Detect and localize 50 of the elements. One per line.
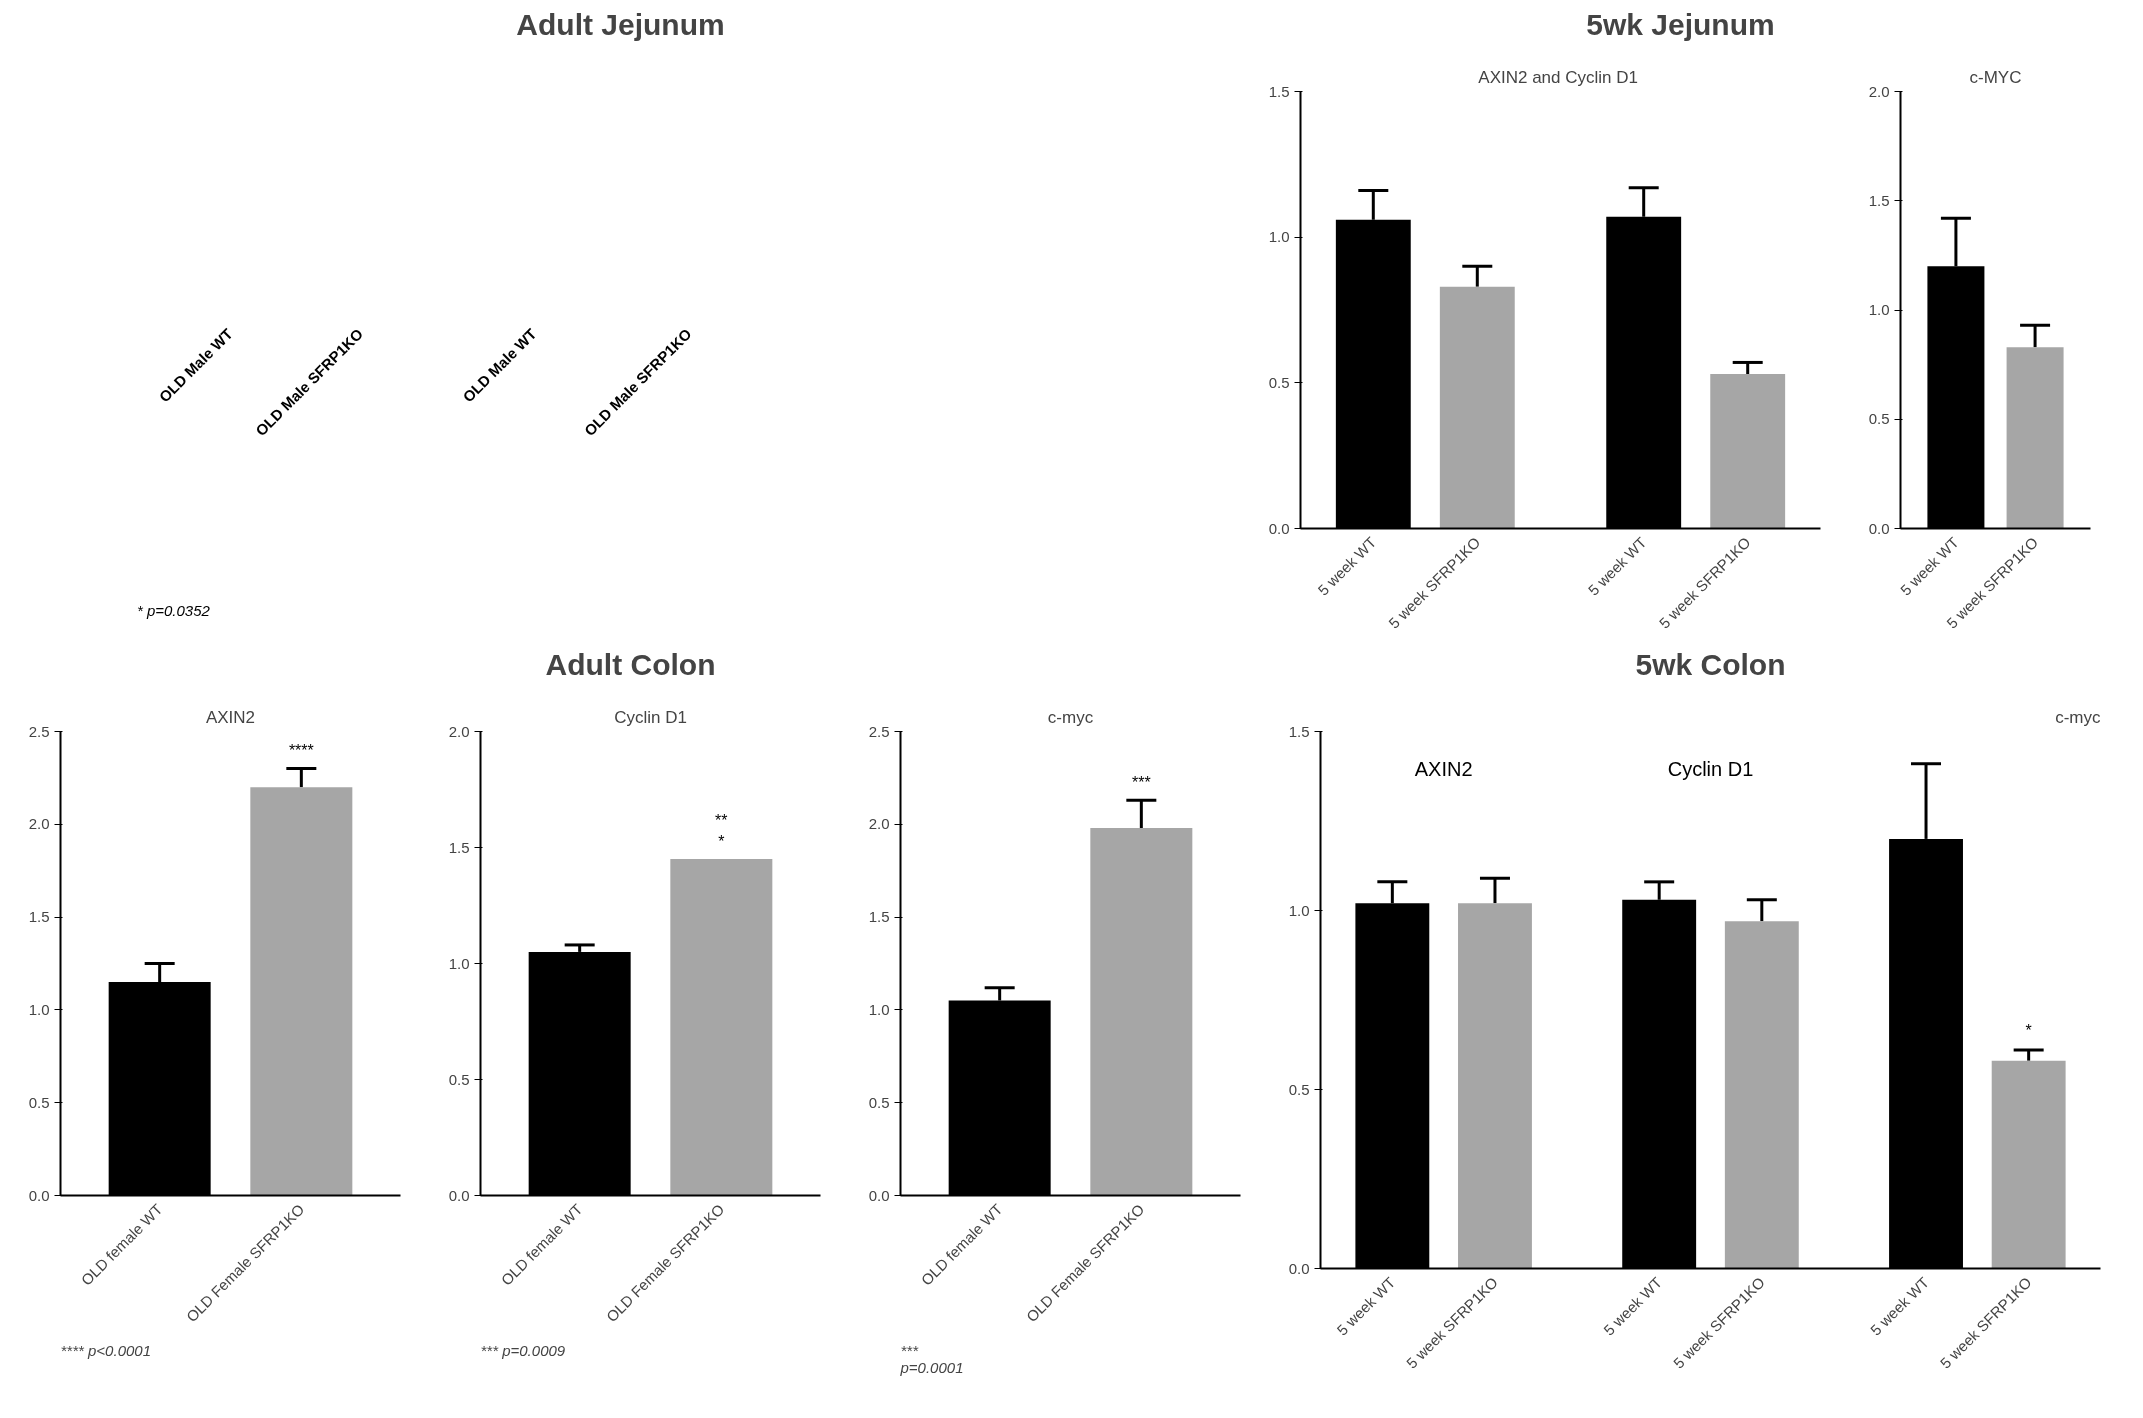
y-tick-label: 1.0 (868, 1000, 890, 1018)
chart-title: AXIN2 and Cyclin D1 (1478, 67, 1638, 87)
annotation: ** * (715, 812, 728, 850)
y-tick-label: 2.0 (868, 815, 890, 833)
text: * p=0.0352 (136, 602, 211, 620)
y-tick-label: 2.0 (448, 722, 470, 740)
y-tick-label: 1.5 (28, 908, 50, 926)
y-tick-label: 2.0 (1868, 82, 1890, 100)
y-tick-label: 0.0 (868, 1186, 890, 1204)
text: 5wk Colon (1635, 647, 1786, 681)
y-tick-label: 1.0 (1288, 901, 1310, 919)
annotation: AXIN2 (1414, 758, 1473, 781)
y-tick-label: 1.5 (868, 908, 890, 926)
annotation: Cyclin D1 (1667, 758, 1754, 781)
y-tick-label: 0.5 (448, 1070, 470, 1088)
text: 5wk Jejunum (1586, 7, 1775, 41)
y-tick-label: 1.5 (448, 838, 470, 856)
text: Adult Colon (545, 647, 716, 681)
text: *** p=0.0009 (480, 1341, 566, 1359)
y-tick-label: 0.0 (1868, 519, 1890, 537)
y-tick-label: 1.0 (448, 954, 470, 972)
y-tick-label: 0.5 (868, 1093, 890, 1111)
y-tick-label: 0.0 (448, 1186, 470, 1204)
y-tick-label: 1.0 (28, 1000, 50, 1018)
y-tick-label: 0.5 (28, 1093, 50, 1111)
y-tick-label: 0.0 (1288, 1259, 1310, 1277)
y-tick-label: 1.5 (1868, 191, 1890, 209)
chart-title: c-MYC (1969, 67, 2022, 87)
annotation: *** (1131, 773, 1151, 791)
y-tick-label: 1.0 (1268, 228, 1290, 246)
text: *** p=0.0001 (899, 1341, 964, 1376)
y-tick-label: 0.5 (1268, 373, 1290, 391)
y-tick-label: 1.5 (1268, 82, 1290, 100)
y-tick-label: 0.5 (1868, 410, 1890, 428)
chart-title: c-myc (1047, 707, 1094, 727)
chart-title: Cyclin D1 (614, 707, 687, 727)
y-tick-label: 2.5 (28, 722, 50, 740)
text: Adult Jejunum (516, 7, 725, 41)
chart-title: c-myc (2055, 707, 2101, 727)
y-tick-label: 2.5 (868, 722, 890, 740)
y-tick-label: 0.0 (1268, 519, 1290, 537)
y-tick-label: 1.0 (1868, 301, 1890, 318)
annotation: * (2025, 1022, 2032, 1040)
text: **** p<0.0001 (60, 1341, 151, 1359)
y-tick-label: 1.5 (1288, 722, 1310, 740)
chart-title: AXIN2 (205, 707, 256, 727)
y-tick-label: 0.0 (28, 1186, 50, 1204)
y-tick-label: 2.0 (28, 815, 50, 833)
y-tick-label: 0.5 (1288, 1080, 1310, 1098)
annotation: **** (288, 742, 314, 760)
